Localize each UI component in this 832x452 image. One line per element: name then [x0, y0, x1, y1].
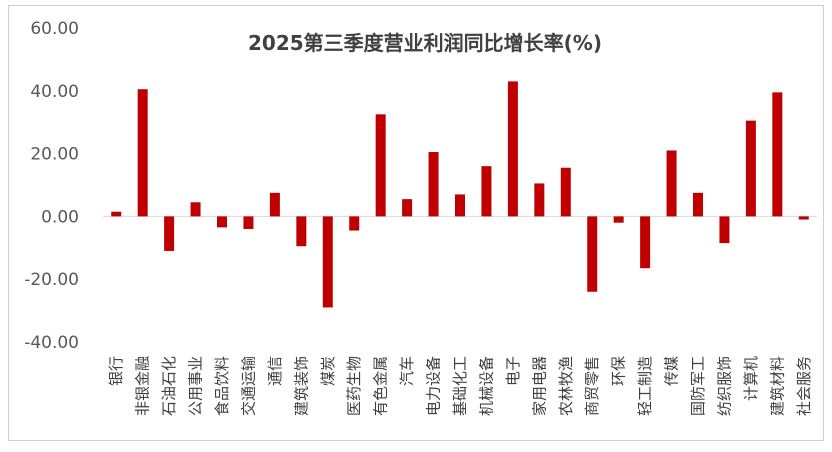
bar: [560, 167, 571, 217]
x-tick-label: 银行: [107, 356, 125, 386]
chart-frame: 2025第三季度营业利润同比增长率(%) 60.00 40.00 20.00 0.00…: [8, 5, 824, 441]
x-tick-label: 非银金融: [134, 356, 152, 416]
x-tick-label: 家用电器: [530, 356, 548, 416]
x-tick-label: 计算机: [742, 356, 760, 401]
x-tick-label: 环保: [610, 356, 628, 386]
x-tick-label: 轻工制造: [636, 356, 654, 416]
x-tick-label: 商贸零售: [583, 356, 601, 416]
bar-chart: 2025第三季度营业利润同比增长率(%) 60.00 40.00 20.00 0.00…: [24, 19, 817, 416]
x-tick-label: 交通运输: [239, 356, 257, 416]
x-tick-label: 纺织服饰: [715, 356, 733, 416]
bar: [164, 216, 175, 251]
bar: [428, 152, 439, 217]
bar: [481, 166, 492, 217]
x-tick-label: 社会服务: [795, 356, 813, 416]
x-tick-label: 机械设备: [477, 356, 495, 416]
bar: [349, 216, 360, 231]
y-tick-label: -20.00: [24, 270, 79, 290]
bar: [640, 216, 651, 269]
bar: [507, 81, 518, 217]
bar: [111, 211, 122, 217]
bar: [719, 216, 730, 244]
bar: [534, 183, 545, 217]
bar: [296, 216, 307, 247]
bar: [772, 92, 783, 217]
bar: [613, 216, 624, 223]
x-tick-label: 煤炭: [319, 356, 337, 386]
y-tick-label: 0.00: [41, 207, 79, 227]
x-tick-label: 电力设备: [425, 356, 443, 416]
y-axis: 60.00 40.00 20.00 0.00 -20.00 -40.00: [24, 19, 79, 353]
x-tick-label: 有色金属: [372, 356, 390, 416]
bar: [137, 89, 148, 217]
bar: [402, 199, 413, 217]
bar: [745, 120, 756, 217]
bar: [455, 194, 465, 217]
x-tick-label: 食品饮料: [213, 356, 231, 416]
x-tick-label: 国防军工: [689, 356, 707, 416]
bar: [243, 216, 254, 229]
bar: [217, 216, 227, 228]
y-tick-label: -40.00: [24, 333, 79, 353]
x-tick-label: 通信: [266, 356, 284, 386]
bar: [693, 192, 703, 217]
x-tick-label: 医药生物: [345, 356, 363, 416]
bar: [322, 216, 333, 308]
category-labels: 银行 非银金融 石油石化 公用事业 食品饮料 交通运输 通信 建筑装饰 煤炭 医药生物 有色金属 汽车…: [107, 356, 813, 416]
bar: [798, 216, 809, 220]
x-tick-label: 电子: [504, 356, 522, 386]
bars: [111, 81, 809, 308]
y-tick-label: 40.00: [30, 82, 79, 102]
x-tick-label: 传媒: [663, 356, 681, 386]
bar: [190, 202, 201, 217]
bar: [375, 114, 386, 217]
chart-title: 2025第三季度营业利润同比增长率(%): [248, 31, 602, 55]
x-tick-label: 建筑材料: [768, 356, 786, 416]
x-tick-label: 建筑装饰: [292, 356, 310, 416]
x-tick-label: 公用事业: [187, 356, 205, 416]
bar: [587, 216, 598, 292]
x-tick-label: 石油石化: [160, 356, 178, 416]
y-tick-label: 20.00: [30, 145, 79, 165]
bar: [269, 192, 280, 217]
x-tick-label: 基础化工: [451, 356, 469, 416]
y-tick-label: 60.00: [30, 19, 79, 39]
bar: [666, 150, 677, 217]
x-tick-label: 汽车: [398, 356, 416, 386]
x-tick-label: 农林牧渔: [557, 356, 575, 416]
